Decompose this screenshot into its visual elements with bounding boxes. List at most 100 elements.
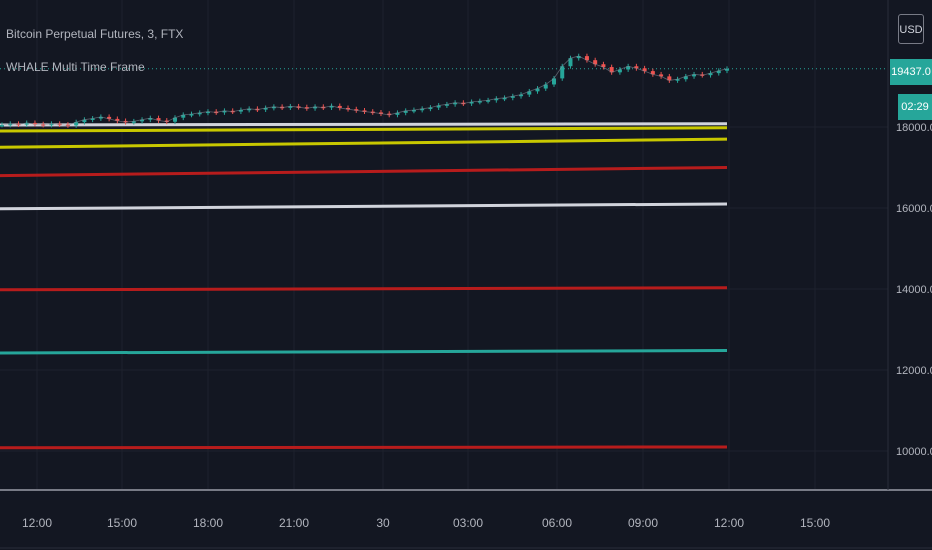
price-candle-body (444, 104, 449, 106)
price-candle-body (238, 109, 243, 112)
price-candle-body (362, 110, 367, 112)
time-axis-tick-label: 09:00 (628, 516, 658, 530)
time-axis-tick-label: 12:00 (714, 516, 744, 530)
price-candle-body (24, 122, 29, 125)
price-candle-body (271, 106, 276, 109)
price-candle-body (411, 109, 416, 112)
indicator-level-line (0, 166, 728, 178)
price-candle-body (0, 124, 4, 127)
price-candles (0, 53, 729, 128)
symbol-title[interactable]: Bitcoin Perpetual Futures, 3, FTX (6, 27, 184, 41)
price-candle-body (716, 70, 721, 74)
price-candle-body (527, 91, 532, 95)
price-axis-tick-label: 14000.0 (896, 284, 932, 296)
price-candle-body (634, 66, 639, 69)
time-axis-tick-label: 06:00 (542, 516, 572, 530)
indicator-level-line (0, 126, 728, 133)
price-candle-body (601, 64, 606, 68)
price-candle-body (131, 121, 136, 123)
price-candle-body (453, 102, 458, 105)
price-axis-tick-label: 10000.0 (896, 446, 932, 458)
time-axis-tick-label: 18:00 (193, 516, 223, 530)
price-candle-body (675, 79, 680, 81)
price-candle-body (626, 66, 631, 70)
price-candle-body (173, 117, 178, 122)
price-candle-body (436, 105, 441, 108)
price-line (1, 55, 728, 126)
price-candle-body (617, 69, 622, 73)
indicator-levels (0, 122, 728, 450)
indicator-level-line (0, 122, 728, 127)
price-candle-body (395, 112, 400, 115)
price-candle-body (551, 78, 556, 85)
indicator-level-line (0, 445, 728, 450)
price-candle-body (576, 56, 581, 59)
last-price-label: 19437.0 (890, 59, 932, 85)
price-candle-body (107, 116, 112, 119)
time-axis-tick-label: 30 (376, 516, 390, 530)
price-candle-body (494, 98, 499, 101)
price-candle-body (725, 68, 729, 71)
price-candle-body (346, 107, 351, 110)
price-candle-body (288, 106, 293, 108)
price-candle-body (82, 119, 87, 123)
price-candle-body (519, 94, 524, 97)
price-candle-body (263, 107, 268, 110)
price-candle-body (32, 122, 37, 125)
price-candle-body (329, 105, 334, 108)
time-axis-tick-label: 15:00 (107, 516, 137, 530)
price-candle-body (247, 108, 252, 111)
price-candle-body (123, 120, 128, 123)
price-candle-body (477, 101, 482, 103)
price-candle-body (708, 73, 713, 76)
price-candle-body (304, 107, 309, 109)
price-candle-body (486, 100, 491, 102)
price-candle-body (568, 58, 573, 67)
price-candle-body (420, 108, 425, 111)
price-candle-body (428, 107, 433, 110)
price-candle-body (115, 118, 120, 121)
price-candle-body (642, 68, 647, 72)
price-candle-body (181, 114, 186, 118)
price-candle-body (543, 84, 548, 89)
indicator-level-line (0, 349, 728, 355)
price-candle-body (560, 66, 565, 79)
price-candle-body (502, 97, 507, 100)
price-candle-body (584, 56, 589, 61)
indicator-name[interactable]: WHALE Multi Time Frame (6, 60, 145, 74)
price-candle-body (74, 122, 79, 126)
price-candle-body (469, 101, 474, 104)
price-candle-body (98, 116, 103, 119)
currency-button[interactable]: USD (898, 14, 924, 44)
price-candle-body (354, 109, 359, 111)
price-candle-body (650, 71, 655, 75)
price-candle-body (692, 74, 697, 77)
price-candle-body (148, 118, 153, 120)
price-axis-tick-label: 12000.0 (896, 365, 932, 377)
time-axis-tick-label: 03:00 (453, 516, 483, 530)
price-candle-body (205, 111, 210, 114)
time-axis-tick-label: 21:00 (279, 516, 309, 530)
bar-countdown-label: 02:29 (898, 94, 932, 120)
price-candle-body (337, 105, 342, 108)
indicator-level-line (0, 286, 728, 292)
price-axis-tick-label: 18000.0 (896, 122, 932, 134)
price-candle-body (659, 74, 664, 77)
price-candle-body (667, 76, 672, 81)
price-candle-body (593, 60, 598, 65)
price-candle-body (403, 110, 408, 113)
price-candle-body (683, 76, 688, 80)
time-axis-tick-label: 15:00 (800, 516, 830, 530)
price-candle-body (387, 113, 392, 116)
price-candle-body (378, 112, 383, 114)
price-candle-body (535, 88, 540, 92)
price-candle-body (510, 96, 515, 98)
price-axis-tick-label: 16000.0 (896, 203, 932, 215)
price-candle-body (90, 118, 95, 120)
indicator-level-line (0, 202, 728, 211)
price-candle-body (197, 112, 202, 115)
price-candle-body (189, 114, 194, 116)
